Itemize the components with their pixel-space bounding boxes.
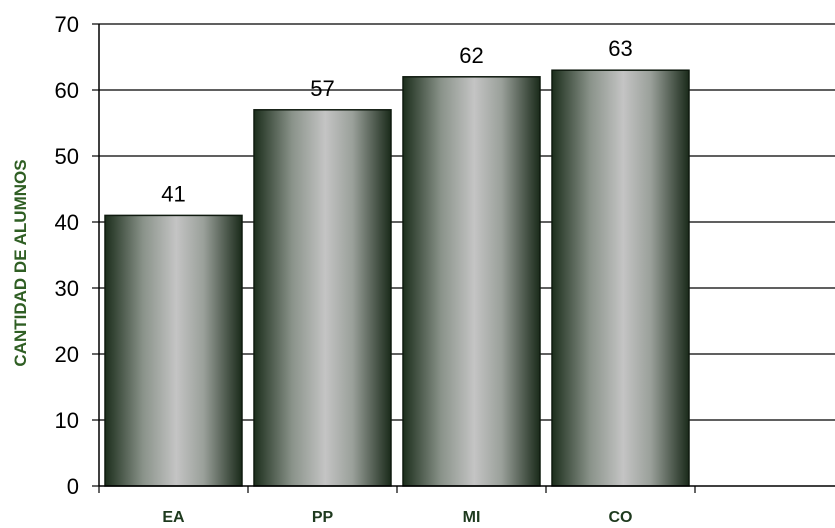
data-labels: 41 57 62 63 [161,36,632,206]
data-label: 41 [161,181,185,206]
data-label: 63 [608,36,632,61]
y-tick-label: 20 [55,342,79,367]
bar-ea [104,214,243,487]
data-label: 62 [459,43,483,68]
category-labels: EA PP MI CO [162,509,632,526]
y-tick-label: 0 [67,474,79,499]
y-axis-title: CANTIDAD DE ALUMNOS [11,159,30,366]
category-label: CO [609,509,633,526]
y-tick-label: 60 [55,78,79,103]
bar-co [551,69,690,487]
bar-pp [253,109,392,487]
category-label: EA [162,509,185,526]
axes [92,23,835,493]
y-tick-labels: 0 10 20 30 40 50 60 70 [55,12,79,499]
y-tick-label: 30 [55,276,79,301]
y-tick-label: 50 [55,144,79,169]
bars [104,69,690,487]
y-tick-label: 10 [55,408,79,433]
y-tick-label: 40 [55,210,79,235]
y-tick-label: 70 [55,12,79,37]
category-label: PP [312,509,334,526]
data-label: 57 [310,76,334,101]
bar-mi [402,76,541,487]
category-label: MI [463,509,481,526]
